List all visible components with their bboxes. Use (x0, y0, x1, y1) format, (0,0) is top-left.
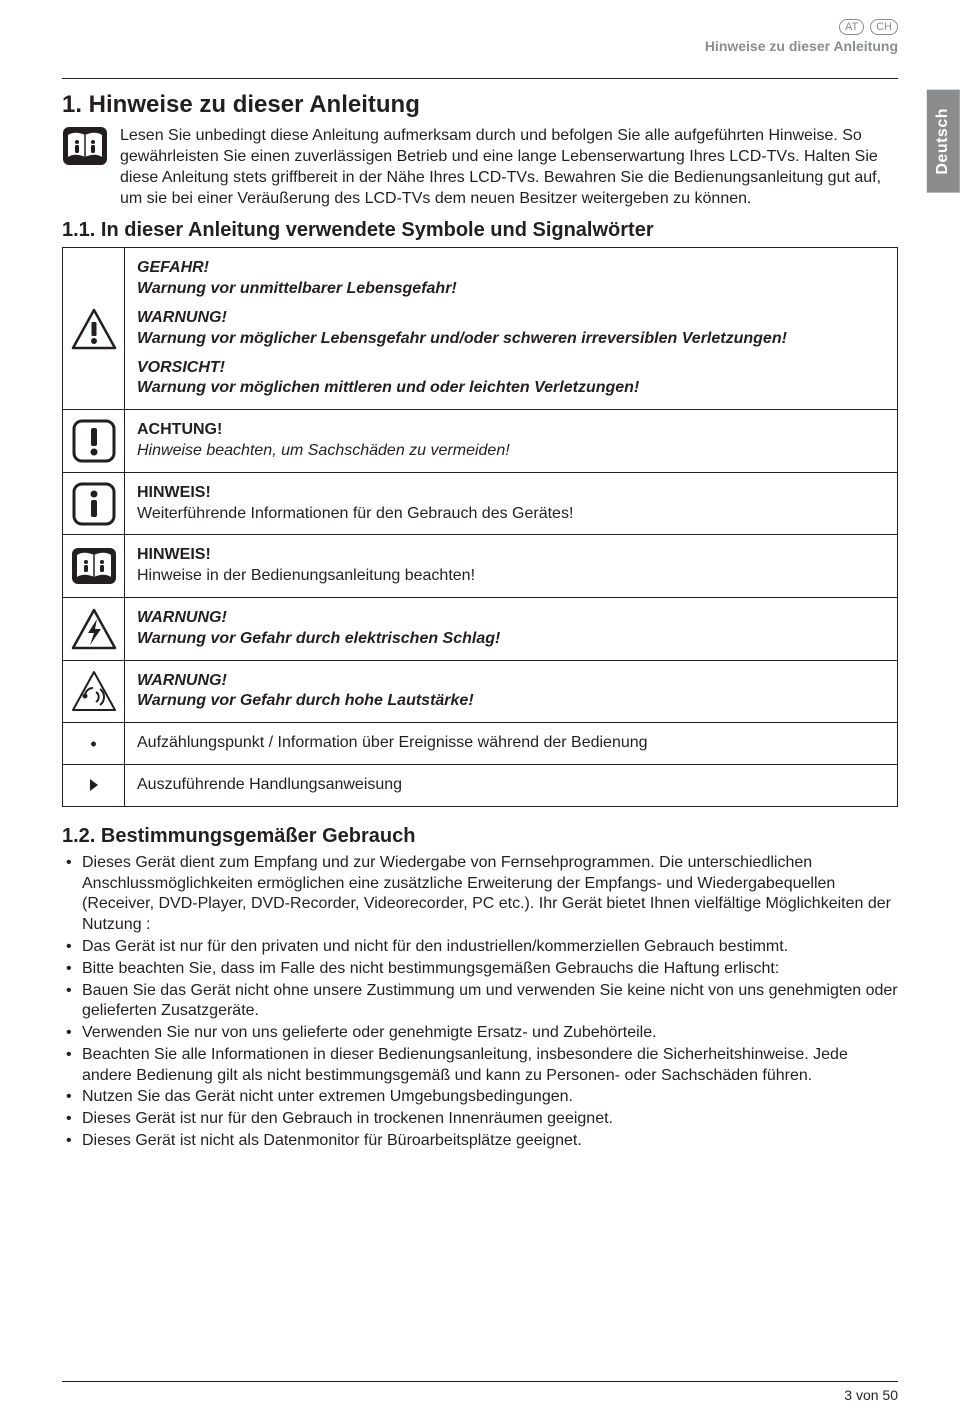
warning-triangle-icon (63, 248, 125, 410)
manual-icon (62, 126, 108, 166)
hinweis1-title: HINWEIS! (137, 483, 885, 504)
vorsicht-body: Warnung vor möglichen mittleren und oder… (137, 378, 885, 399)
heading-1-1: 1.1. In dieser Anleitung verwendete Symb… (62, 217, 898, 243)
vorsicht-title: VORSICHT! (137, 358, 885, 379)
warnung-l-title: WARNUNG! (137, 671, 885, 692)
usage-item: Verwenden Sie nur von uns gelieferte ode… (62, 1023, 898, 1044)
gefahr-body: Warnung vor unmittelbarer Lebensgefahr! (137, 279, 885, 300)
footer-rule (62, 1381, 898, 1382)
usage-item: Beachten Sie alle Informationen in diese… (62, 1045, 898, 1087)
bullet-row-text: Aufzählungspunkt / Information über Erei… (125, 723, 898, 765)
warnung-e-title: WARNUNG! (137, 608, 885, 629)
bullet-symbol: • (63, 723, 125, 765)
attention-icon (63, 410, 125, 473)
achtung-body: Hinweise beachten, um Sachschäden zu ver… (137, 441, 885, 462)
hinweis1-body: Weiterführende Informationen für den Geb… (137, 504, 885, 525)
usage-item: Nutzen Sie das Gerät nicht unter extreme… (62, 1087, 898, 1108)
usage-item: Bitte beachten Sie, dass im Falle des ni… (62, 959, 898, 980)
usage-list: Dieses Gerät dient zum Empfang und zur W… (62, 853, 898, 1152)
usage-item: Dieses Gerät ist nur für den Gebrauch in… (62, 1109, 898, 1130)
hinweis2-title: HINWEIS! (137, 545, 885, 566)
achtung-text: ACHTUNG! Hinweise beachten, um Sachschäd… (125, 410, 898, 473)
page-number: 3 von 50 (62, 1386, 898, 1404)
usage-item: Bauen Sie das Gerät nicht ohne unsere Zu… (62, 981, 898, 1023)
loud-volume-icon (63, 660, 125, 723)
usage-item: Dieses Gerät ist nicht als Datenmonitor … (62, 1131, 898, 1152)
usage-item: Dieses Gerät dient zum Empfang und zur W… (62, 853, 898, 936)
warning-triangle-text: GEFAHR! Warnung vor unmittelbarer Lebens… (125, 248, 898, 410)
warnung-electric-text: WARNUNG! Warnung vor Gefahr durch elektr… (125, 597, 898, 660)
achtung-title: ACHTUNG! (137, 420, 885, 441)
top-rule (62, 78, 898, 79)
hinweis2-body: Hinweise in der Bedienungsanleitung beac… (137, 566, 885, 587)
warnung-l-body: Warnung vor Gefahr durch hohe Lautstärke… (137, 691, 885, 712)
country-badge-at: AT (839, 19, 864, 35)
hinweis2-text: HINWEIS! Hinweise in der Bedienungsanlei… (125, 535, 898, 598)
heading-1: 1. Hinweise zu dieser Anleitung (62, 89, 898, 120)
country-badge-ch: CH (870, 19, 898, 35)
warnung-loud-text: WARNUNG! Warnung vor Gefahr durch hohe L… (125, 660, 898, 723)
symbols-table: GEFAHR! Warnung vor unmittelbarer Lebens… (62, 247, 898, 806)
intro-text: Lesen Sie unbedingt diese Anleitung aufm… (120, 126, 898, 209)
usage-item: Das Gerät ist nur für den privaten und n… (62, 937, 898, 958)
footer: 3 von 50 (62, 1381, 898, 1404)
running-head: Hinweise zu dieser Anleitung (705, 37, 898, 55)
gefahr-title: GEFAHR! (137, 258, 885, 279)
warnung-title: WARNUNG! (137, 308, 885, 329)
electric-shock-icon (63, 597, 125, 660)
header-right: AT CH Hinweise zu dieser Anleitung (705, 16, 898, 55)
warnung-body: Warnung vor möglicher Lebensgefahr und/o… (137, 329, 885, 350)
heading-1-2: 1.2. Bestimmungsgemäßer Gebrauch (62, 823, 898, 849)
arrow-symbol (63, 764, 125, 806)
manual-small-icon (63, 535, 125, 598)
hinweis1-text: HINWEIS! Weiterführende Informationen fü… (125, 472, 898, 535)
language-tab: Deutsch (927, 90, 960, 193)
country-badges: AT CH (837, 16, 898, 35)
warnung-e-body: Warnung vor Gefahr durch elektrischen Sc… (137, 629, 885, 650)
info-icon (63, 472, 125, 535)
arrow-row-text: Auszuführende Handlungsanweisung (125, 764, 898, 806)
